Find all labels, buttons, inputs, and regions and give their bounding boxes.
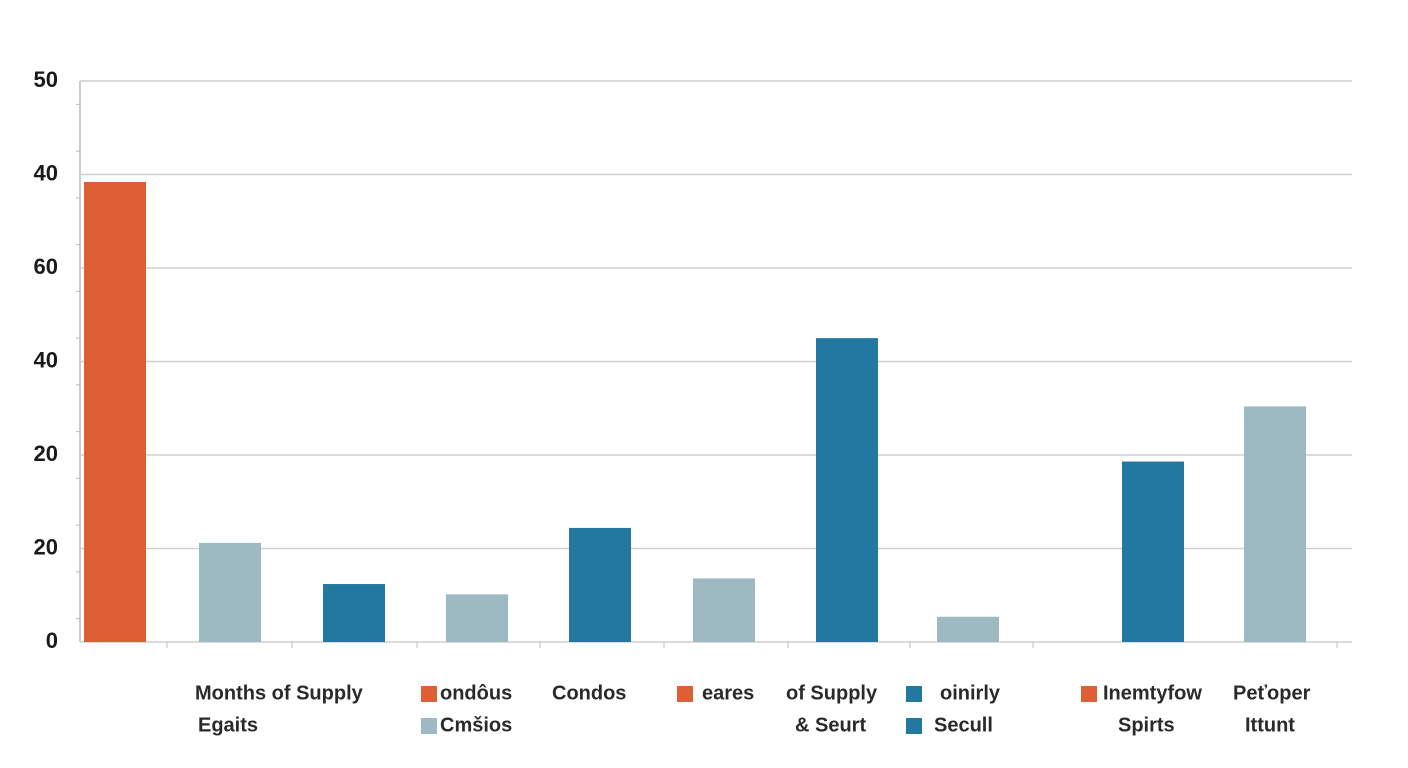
y-tick-label: 60 (34, 254, 58, 279)
legend-label: Inemtyfow (1103, 682, 1202, 704)
bar (693, 578, 755, 642)
y-tick-label: 20 (34, 441, 58, 466)
legend-label: eares (702, 682, 754, 704)
y-tick-label: 40 (34, 160, 58, 185)
bar (1244, 406, 1306, 642)
legend-label: & Seurt (795, 714, 866, 736)
legend-swatch (421, 686, 437, 702)
bar (84, 181, 146, 643)
legend-label: Peťoper (1233, 682, 1311, 704)
legend-label: Spirts (1118, 714, 1175, 736)
bar (323, 584, 385, 642)
legend-label: of Supply (786, 682, 878, 704)
y-tick-label: 0 (46, 628, 58, 653)
legend-label: Condos (552, 682, 626, 704)
legend-label: Egaits (198, 714, 258, 736)
bar (199, 542, 261, 642)
legend-label: Cmšios (440, 714, 512, 736)
legend-swatch (1081, 686, 1097, 702)
bar (1122, 461, 1184, 642)
legend-swatch (906, 718, 922, 734)
legend-swatch (906, 686, 922, 702)
y-tick-label: 20 (34, 534, 58, 559)
y-tick-label: 40 (34, 347, 58, 372)
legend-label: Ittunt (1245, 714, 1295, 736)
legend-label: Secull (934, 714, 993, 736)
bar (937, 616, 999, 642)
legend-label: ondôus (440, 682, 512, 704)
bar (569, 527, 631, 642)
bar (816, 338, 878, 642)
legend-label: oinirly (940, 682, 1001, 704)
legend-swatch (677, 686, 693, 702)
legend-swatch (421, 718, 437, 734)
legend-label: Months of Supply (195, 682, 364, 704)
bar (446, 594, 508, 642)
y-tick-label: 50 (34, 67, 58, 92)
